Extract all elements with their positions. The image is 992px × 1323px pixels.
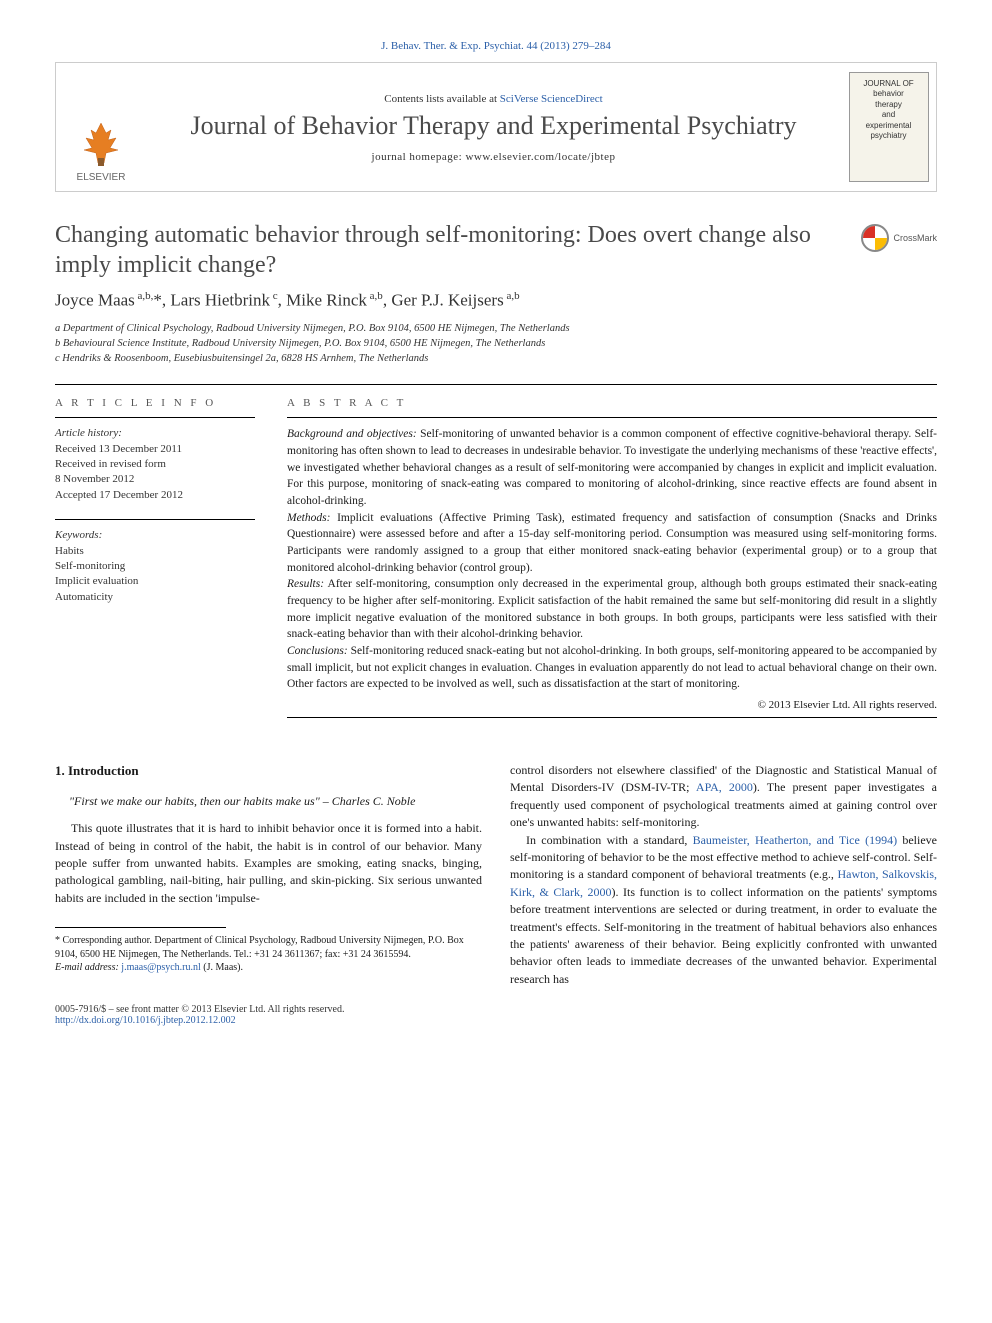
history-line-0: Received 13 December 2011 (55, 442, 255, 457)
section-1-heading: 1. Introduction (55, 762, 482, 781)
abs-conclusions-label: Conclusions: (287, 645, 348, 657)
history-line-3: Accepted 17 December 2012 (55, 488, 255, 503)
homepage-url[interactable]: www.elsevier.com/locate/jbtep (465, 151, 615, 163)
sciencedirect-link[interactable]: SciVerse ScienceDirect (500, 93, 603, 105)
keyword-0: Habits (55, 544, 255, 559)
info-abstract-row: A R T I C L E I N F O Article history: R… (55, 385, 937, 726)
footnote-separator (55, 927, 226, 928)
publisher-block: ELSEVIER (56, 63, 146, 191)
col1-para-1: This quote illustrates that it is hard t… (55, 820, 482, 907)
authors-line: Joyce Maas a,b,*, Lars Hietbrink c, Mike… (55, 290, 937, 311)
footnote-email-link[interactable]: j.maas@psych.ru.nl (121, 962, 200, 973)
contents-available-line: Contents lists available at SciVerse Sci… (146, 93, 841, 105)
keyword-3: Automaticity (55, 590, 255, 605)
abstract-column: A B S T R A C T Background and objective… (287, 385, 937, 726)
col2-para-2: In combination with a standard, Baumeist… (510, 832, 937, 989)
ref-baumeister-1994[interactable]: Baumeister, Heatherton, and Tice (1994) (693, 833, 898, 847)
keyword-1: Self-monitoring (55, 559, 255, 574)
abstract-copyright: © 2013 Elsevier Ltd. All rights reserved… (287, 699, 937, 711)
affiliation-a: a Department of Clinical Psychology, Rad… (55, 321, 937, 336)
issn-line: 0005-7916/$ – see front matter © 2013 El… (55, 1004, 937, 1015)
info-divider-1 (55, 417, 255, 418)
corresponding-author-footnote: * Corresponding author. Department of Cl… (55, 934, 482, 975)
article-info-column: A R T I C L E I N F O Article history: R… (55, 385, 255, 726)
article-page: J. Behav. Ther. & Exp. Psychiat. 44 (201… (0, 0, 992, 1056)
crossmark-icon (861, 224, 889, 252)
footnote-email-line: E-mail address: j.maas@psych.ru.nl (J. M… (55, 961, 482, 975)
info-divider-2 (55, 519, 255, 520)
body-column-right: control disorders not elsewhere classifi… (510, 762, 937, 988)
history-line-1: Received in revised form (55, 457, 255, 472)
section-number: 1. (55, 763, 65, 778)
banner-center: Contents lists available at SciVerse Sci… (146, 63, 841, 191)
history-label: Article history: (55, 426, 255, 441)
abs-methods: Implicit evaluations (Affective Priming … (287, 512, 937, 574)
page-footer: 0005-7916/$ – see front matter © 2013 El… (55, 1004, 937, 1026)
citation-header: J. Behav. Ther. & Exp. Psychiat. 44 (201… (55, 40, 937, 52)
keywords-block: Keywords: Habits Self-monitoring Implici… (55, 528, 255, 605)
cover-line-0: JOURNAL OF (863, 79, 913, 89)
abstract-divider-bottom (287, 717, 937, 718)
doi-link[interactable]: http://dx.doi.org/10.1016/j.jbtep.2012.1… (55, 1015, 236, 1026)
abs-results: After self-monitoring, consumption only … (287, 578, 937, 640)
affiliations: a Department of Clinical Psychology, Rad… (55, 321, 937, 367)
homepage-prefix: journal homepage: (372, 151, 466, 163)
abstract-divider-top (287, 417, 937, 418)
body-columns: 1. Introduction "First we make our habit… (55, 762, 937, 988)
footnote-email-suffix: (J. Maas). (201, 962, 243, 973)
homepage-line: journal homepage: www.elsevier.com/locat… (146, 151, 841, 163)
body-column-left: 1. Introduction "First we make our habit… (55, 762, 482, 988)
elsevier-tree-icon (76, 118, 126, 168)
keyword-2: Implicit evaluation (55, 574, 255, 589)
epigraph-quote: "First we make our habits, then our habi… (69, 793, 472, 810)
footnote-email-label: E-mail address: (55, 962, 119, 973)
article-history-block: Article history: Received 13 December 20… (55, 426, 255, 503)
crossmark-badge[interactable]: CrossMark (861, 224, 937, 252)
abstract-text: Background and objectives: Self-monitori… (287, 426, 937, 693)
abs-conclusions: Self-monitoring reduced snack-eating but… (287, 645, 937, 690)
publisher-name: ELSEVIER (77, 172, 126, 183)
cover-line-3: and (882, 110, 895, 120)
col2-p2-c: ). Its function is to collect informatio… (510, 885, 937, 986)
section-title: Introduction (68, 763, 139, 778)
contents-prefix: Contents lists available at (384, 93, 499, 105)
cover-line-2: therapy (875, 100, 902, 110)
article-info-heading: A R T I C L E I N F O (55, 397, 255, 409)
history-line-2: 8 November 2012 (55, 472, 255, 487)
abstract-heading: A B S T R A C T (287, 397, 937, 409)
abs-methods-label: Methods: (287, 512, 330, 524)
article-title: Changing automatic behavior through self… (55, 220, 937, 280)
col2-p2-a: In combination with a standard, (526, 833, 693, 847)
journal-cover-thumb: JOURNAL OF behavior therapy and experime… (849, 72, 929, 182)
cover-line-5: psychiatry (870, 131, 906, 141)
footnote-corr: * Corresponding author. Department of Cl… (55, 934, 482, 961)
ref-apa-2000[interactable]: APA, 2000 (696, 780, 753, 794)
col2-para-1: control disorders not elsewhere classifi… (510, 762, 937, 832)
title-block: Changing automatic behavior through self… (55, 220, 937, 280)
abs-background-label: Background and objectives: (287, 428, 417, 440)
footer-left: 0005-7916/$ – see front matter © 2013 El… (55, 1004, 937, 1026)
cover-line-1: behavior (873, 89, 904, 99)
keywords-label: Keywords: (55, 528, 255, 543)
journal-banner: ELSEVIER Contents lists available at Sci… (55, 62, 937, 192)
crossmark-label: CrossMark (893, 233, 937, 243)
abs-results-label: Results: (287, 578, 324, 590)
affiliation-c: c Hendriks & Roosenboom, Eusebiusbuitens… (55, 351, 937, 366)
cover-line-4: experimental (866, 121, 912, 131)
affiliation-b: b Behavioural Science Institute, Radboud… (55, 336, 937, 351)
banner-cover-cell: JOURNAL OF behavior therapy and experime… (841, 63, 936, 191)
journal-name: Journal of Behavior Therapy and Experime… (146, 111, 841, 141)
